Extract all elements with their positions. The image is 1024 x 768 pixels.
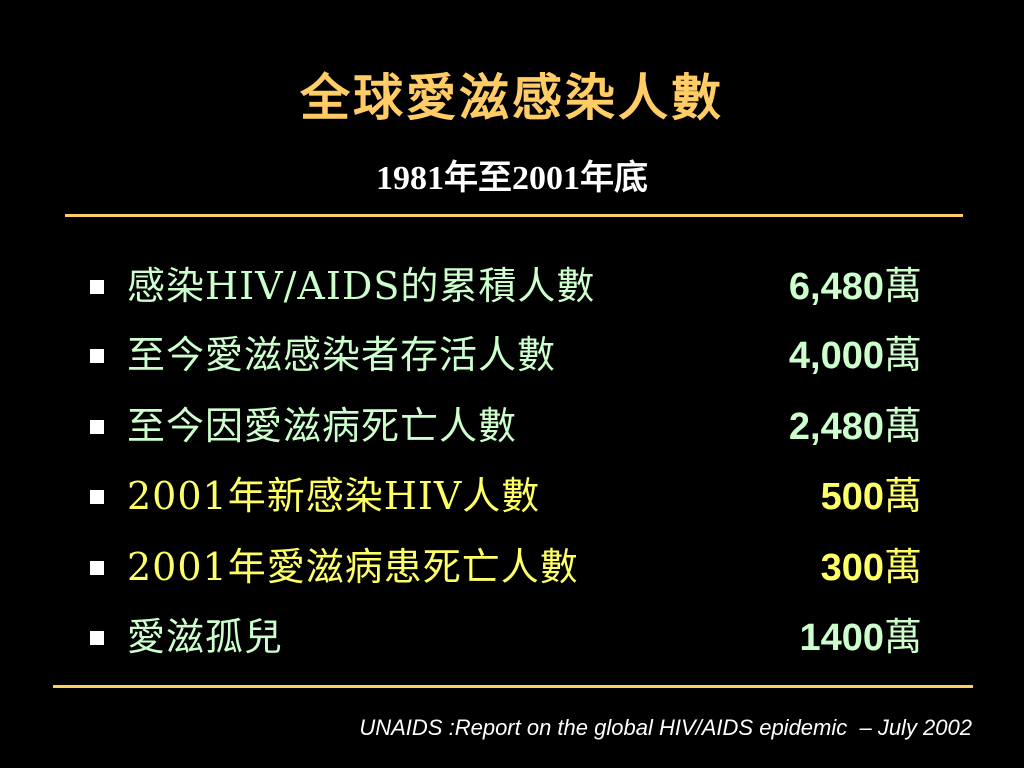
stats-value: 1400萬 (799, 607, 922, 668)
stats-label: 愛滋孤兒 (127, 615, 284, 659)
square-bullet-icon (90, 420, 104, 434)
stats-value: 4,000萬 (789, 325, 922, 386)
stats-number: 1400 (799, 617, 884, 659)
source-citation: UNAIDS :Report on the global HIV/AIDS ep… (359, 715, 972, 740)
square-bullet-icon (90, 349, 104, 363)
stats-value: 300萬 (821, 537, 922, 598)
stats-value: 2,480萬 (789, 396, 922, 457)
stats-row: 至今因愛滋病死亡人數 2,480萬 (0, 396, 1024, 456)
stats-number: 4,000 (788, 335, 884, 377)
stats-row: 感染HIV/AIDS的累積人數 6,480萬 (0, 256, 1024, 316)
stats-value: 6,480萬 (789, 256, 922, 317)
stats-unit: 萬 (883, 615, 922, 659)
stats-unit: 萬 (883, 264, 922, 308)
stats-unit: 萬 (883, 333, 922, 377)
stats-value: 500萬 (821, 466, 922, 527)
stats-unit: 萬 (883, 545, 922, 589)
stats-label: 至今因愛滋病死亡人數 (127, 404, 518, 448)
slide-subtitle: 1981年至2001年底 (376, 160, 648, 197)
stats-unit: 萬 (883, 474, 922, 518)
square-bullet-icon (90, 631, 104, 645)
square-bullet-icon (90, 561, 104, 575)
stats-label: 2001年愛滋病患死亡人數 (127, 545, 579, 589)
stats-row: 至今愛滋感染者存活人數 4,000萬 (0, 325, 1024, 385)
slide-title: 全球愛滋感染人數 (300, 68, 724, 127)
stats-row: 2001年愛滋病患死亡人數 300萬 (0, 537, 1024, 597)
stats-unit: 萬 (883, 404, 922, 448)
stats-number: 500 (820, 476, 884, 518)
stats-number: 6,480 (788, 266, 884, 308)
stats-number: 300 (820, 547, 884, 589)
stats-label: 感染HIV/AIDS的累積人數 (127, 264, 596, 308)
square-bullet-icon (90, 490, 104, 504)
bottom-divider (53, 685, 973, 688)
stats-row: 2001年新感染HIV人數 500萬 (0, 466, 1024, 526)
top-divider (65, 214, 963, 217)
stats-row: 愛滋孤兒 1400萬 (0, 607, 1024, 667)
stats-label: 2001年新感染HIV人數 (127, 474, 541, 518)
stats-label: 至今愛滋感染者存活人數 (127, 333, 557, 377)
square-bullet-icon (90, 280, 104, 294)
stats-number: 2,480 (788, 406, 884, 448)
